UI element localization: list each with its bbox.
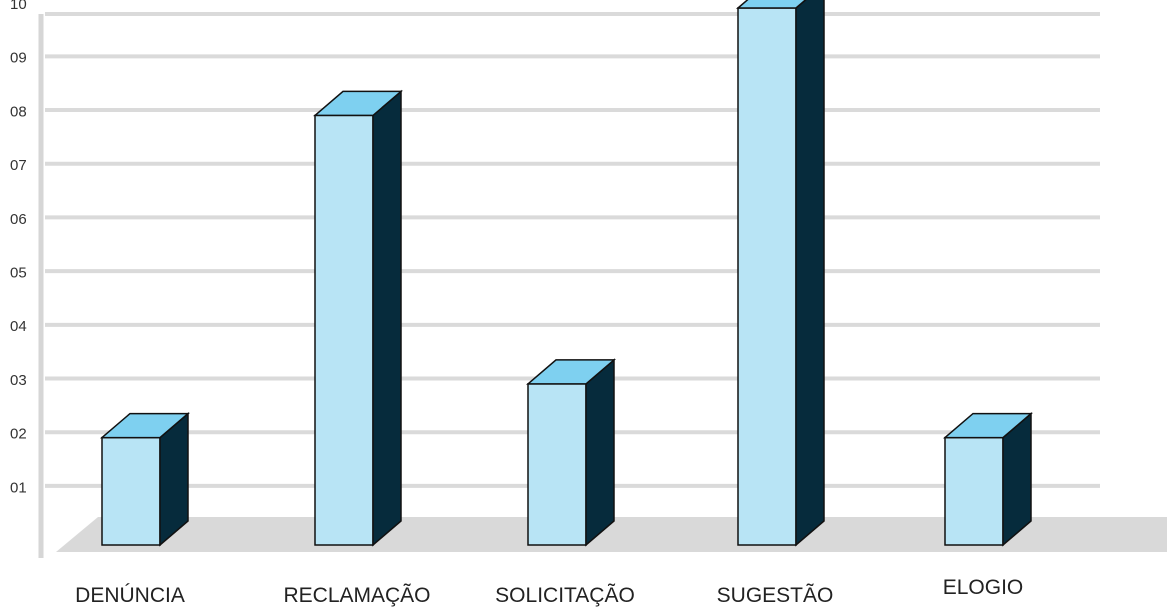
x-tick-label: DENÚNCIA bbox=[75, 584, 185, 607]
bar bbox=[99, 411, 191, 547]
y-tick-label: 01 bbox=[10, 479, 27, 496]
y-tick-label: 09 bbox=[10, 50, 27, 67]
bar-side bbox=[795, 0, 825, 547]
bar-side bbox=[585, 358, 615, 547]
bar-top bbox=[99, 412, 191, 439]
bar-side bbox=[372, 89, 402, 547]
bar-front bbox=[101, 436, 161, 546]
y-tick-label: 08 bbox=[10, 103, 27, 120]
bars bbox=[99, 0, 1034, 547]
y-tick-label: 05 bbox=[10, 265, 27, 282]
bar bbox=[942, 411, 1034, 547]
y-tick-label: 10 bbox=[10, 0, 27, 13]
bar bbox=[525, 358, 617, 547]
bar-top bbox=[942, 412, 1034, 439]
x-tick-label: RECLAMAÇÃO bbox=[283, 583, 430, 607]
bar-front bbox=[944, 436, 1004, 546]
bar-top bbox=[735, 0, 807, 9]
y-tick-label: 06 bbox=[10, 211, 27, 228]
y-tick-label: 02 bbox=[10, 426, 27, 443]
bar bbox=[735, 0, 825, 547]
y-tick-label: 04 bbox=[10, 318, 27, 335]
x-axis: DENÚNCIA RECLAMAÇÃO SOLICITAÇÃO SUGESTÃO ELO… bbox=[75, 576, 1023, 607]
x-tick-label: SOLICITAÇÃO bbox=[495, 583, 635, 607]
bar-front bbox=[737, 7, 797, 546]
y-tick-label: 03 bbox=[10, 372, 27, 389]
bar-top bbox=[312, 90, 404, 117]
bar-front bbox=[527, 383, 587, 546]
y-tick-label: 07 bbox=[10, 157, 27, 174]
bar-top bbox=[525, 359, 617, 385]
x-tick-label: ELOGIO bbox=[943, 576, 1024, 599]
x-tick-label: SUGESTÃO bbox=[717, 583, 834, 607]
y-axis: 01 02 03 04 05 06 07 08 09 10 bbox=[10, 0, 27, 496]
bar-front bbox=[314, 114, 374, 546]
bar bbox=[312, 89, 404, 547]
